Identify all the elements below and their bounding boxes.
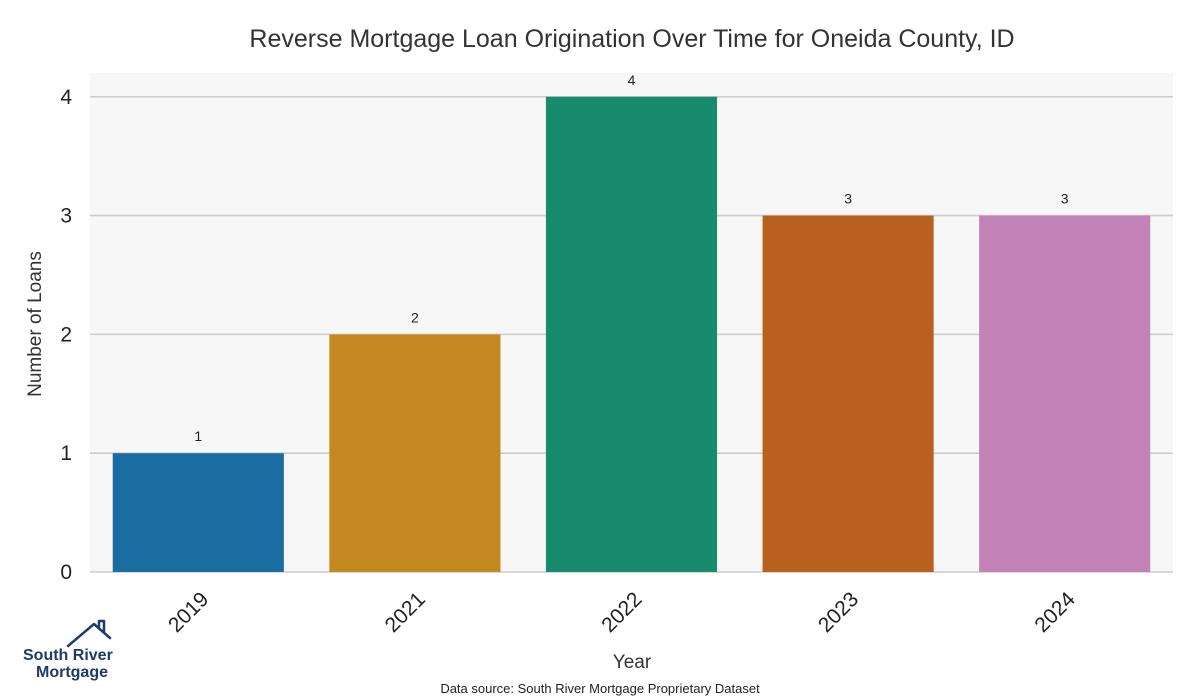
x-tick-label-2022: 2022 [597,588,646,637]
x-axis-ticks: 2019 2021 2022 2023 2024 [164,588,1080,638]
data-label-2024: 3 [1061,191,1069,207]
brand-line-2: Mortgage [36,664,108,681]
y-tick-label-2: 2 [60,323,72,346]
data-label-2021: 2 [411,309,419,325]
bar-2019 [112,453,284,572]
brand-logo: South River Mortgage [23,619,113,681]
x-tick-label-2024: 2024 [1030,588,1080,638]
y-tick-label-4: 4 [60,86,72,109]
bar-2023 [762,215,934,573]
data-label-2022: 4 [628,72,636,88]
data-label-2019: 1 [194,428,202,444]
data-labels: 1 2 4 3 3 [194,72,1068,444]
y-tick-label-0: 0 [60,561,72,584]
data-label-2023: 3 [844,191,852,207]
chart-title: Reverse Mortgage Loan Origination Over T… [249,25,1014,53]
house-roof-icon [66,619,112,648]
x-tick-label-2021: 2021 [381,588,430,637]
y-axis-label: Number of Loans [25,251,46,397]
x-tick-label-2023: 2023 [814,588,863,637]
bars [112,96,1151,573]
brand-line-1: South River [23,647,113,664]
y-tick-label-1: 1 [60,442,72,465]
y-axis-ticks: 0 1 2 3 4 [60,86,72,584]
source-note: Data source: South River Mortgage Propri… [440,681,760,696]
x-tick-label-2019: 2019 [164,588,213,637]
y-tick-label-3: 3 [60,205,72,228]
x-axis-label: Year [613,652,652,673]
bar-2021 [329,334,501,572]
bar-2024 [979,215,1151,573]
bar-2022 [545,96,718,572]
